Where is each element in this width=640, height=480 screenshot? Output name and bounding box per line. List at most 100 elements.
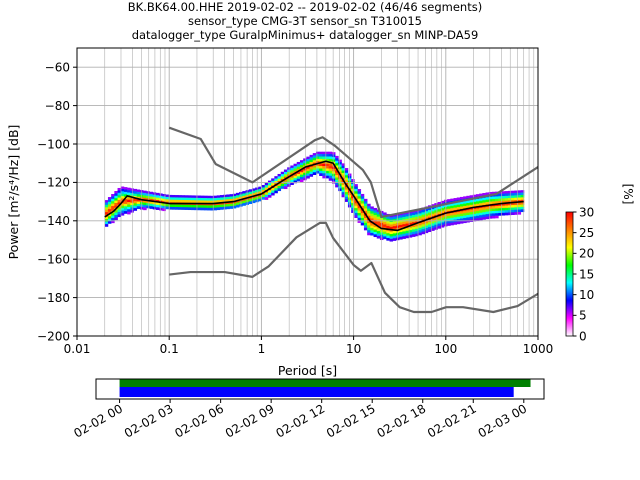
density-cell	[338, 176, 342, 180]
colorbar-tick-label: 5	[579, 309, 587, 323]
density-cell	[309, 174, 314, 177]
density-cell	[267, 195, 272, 198]
density-cell	[235, 192, 240, 196]
density-cell	[178, 199, 182, 203]
density-cell	[210, 203, 214, 206]
density-cell	[152, 197, 157, 200]
density-cell	[392, 221, 397, 225]
density-cell	[453, 207, 458, 211]
density-cell	[146, 191, 150, 194]
density-cell	[440, 205, 445, 209]
density-cell	[146, 196, 150, 199]
density-cell	[466, 215, 470, 218]
density-cell	[267, 192, 272, 196]
density-cell	[232, 193, 237, 197]
density-cell	[251, 200, 256, 204]
density-cell	[450, 198, 454, 202]
density-cell	[258, 196, 262, 199]
density-cell	[258, 189, 262, 192]
density-cell	[127, 206, 131, 210]
x-tick-label: 1	[258, 342, 266, 356]
density-cell	[219, 199, 224, 203]
timeline-tick-label: 02-02 03	[122, 401, 176, 440]
density-cell	[360, 210, 365, 214]
density-cell	[459, 220, 464, 224]
density-cell	[127, 192, 131, 196]
density-cell	[408, 234, 413, 238]
density-cell	[383, 231, 387, 235]
density-cell	[194, 207, 198, 211]
density-cell	[104, 212, 109, 215]
density-cell	[107, 199, 112, 203]
density-cell	[207, 195, 211, 199]
density-cell	[312, 167, 317, 171]
density-cell	[495, 203, 499, 207]
density-cell	[309, 171, 314, 175]
density-cell	[219, 204, 224, 208]
density-cell	[341, 170, 346, 174]
density-cell	[453, 202, 458, 206]
density-cell	[149, 201, 154, 205]
density-cell	[475, 218, 480, 221]
density-cell	[207, 205, 211, 209]
x-tick-label: 0.1	[160, 342, 179, 356]
density-cell	[463, 217, 467, 221]
density-cell	[325, 170, 330, 174]
density-cell	[453, 214, 458, 218]
density-cell	[357, 191, 362, 195]
density-cell	[427, 212, 432, 216]
density-cell	[482, 209, 486, 213]
density-cell	[450, 222, 454, 226]
density-cell	[402, 221, 406, 225]
colorbar-tick-label: 30	[579, 205, 594, 219]
density-cell	[354, 193, 358, 197]
density-cell	[511, 207, 515, 211]
density-cell	[181, 197, 186, 201]
density-cell	[306, 168, 310, 172]
density-cell	[248, 189, 253, 192]
density-cell	[424, 220, 429, 224]
density-cell	[479, 210, 483, 214]
density-cell	[258, 198, 262, 202]
density-cell	[495, 213, 499, 216]
density-cell	[370, 228, 374, 231]
density-cell	[431, 211, 435, 215]
density-cell	[411, 215, 416, 218]
density-cell	[479, 217, 483, 221]
density-cell	[331, 178, 336, 182]
density-cell	[283, 181, 288, 185]
density-cell	[319, 156, 323, 160]
density-cell	[165, 196, 170, 200]
timeline-tick-label: 02-02 15	[324, 401, 378, 440]
density-cell	[136, 191, 141, 195]
density-cell	[386, 225, 390, 229]
density-cell	[155, 197, 160, 201]
density-cell	[136, 206, 141, 209]
density-cell	[379, 220, 384, 224]
density-cell	[456, 202, 461, 205]
density-cell	[373, 231, 378, 235]
density-cell	[351, 203, 355, 206]
density-cell	[114, 203, 118, 206]
density-cell	[501, 198, 506, 202]
density-cell	[187, 197, 192, 201]
density-cell	[434, 217, 438, 221]
density-cell	[370, 213, 374, 217]
density-cell	[191, 200, 195, 203]
density-cell	[104, 207, 109, 210]
density-cell	[165, 206, 170, 210]
y-axis-label: Power [m²/s⁴/Hz] [dB]	[6, 125, 21, 260]
density-cell	[328, 151, 333, 155]
density-cell	[338, 183, 342, 187]
density-cell	[376, 231, 381, 234]
density-cell	[376, 216, 381, 220]
density-cell	[335, 165, 339, 169]
density-cell	[149, 206, 154, 209]
density-cell	[341, 184, 346, 188]
density-cell	[411, 212, 416, 216]
density-cell	[258, 186, 262, 190]
density-cell	[437, 211, 442, 215]
density-cell	[335, 170, 339, 173]
density-cell	[171, 204, 176, 208]
